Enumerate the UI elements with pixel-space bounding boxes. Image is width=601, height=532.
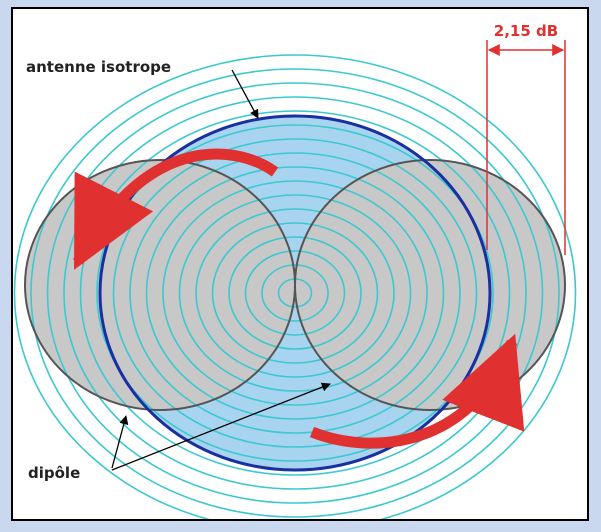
ring <box>145 166 445 420</box>
leader-line <box>111 382 331 471</box>
gain-label: 2,15 dB <box>494 22 558 40</box>
ring <box>162 180 428 406</box>
ring <box>96 124 494 462</box>
ring <box>244 250 346 336</box>
ring <box>112 138 478 448</box>
ring <box>129 152 461 434</box>
ring <box>228 236 362 350</box>
ring <box>13 54 577 519</box>
rings <box>13 54 577 519</box>
ring <box>178 194 412 392</box>
ring <box>195 208 395 378</box>
ring <box>79 110 511 476</box>
isotropic-outline <box>98 114 492 472</box>
ring <box>46 82 544 504</box>
rotation-arrow-top <box>73 148 279 270</box>
isotropic-label: antenne isotrope <box>26 58 171 76</box>
ring <box>63 96 527 490</box>
leader-line <box>231 69 259 119</box>
leader-line <box>111 415 129 469</box>
dipole-outline-right <box>294 159 566 411</box>
ring <box>211 222 379 364</box>
rotation-arrow-bottom <box>309 333 525 449</box>
ring <box>261 264 329 322</box>
ring <box>30 68 560 518</box>
dipole-label: dipôle <box>28 464 80 482</box>
